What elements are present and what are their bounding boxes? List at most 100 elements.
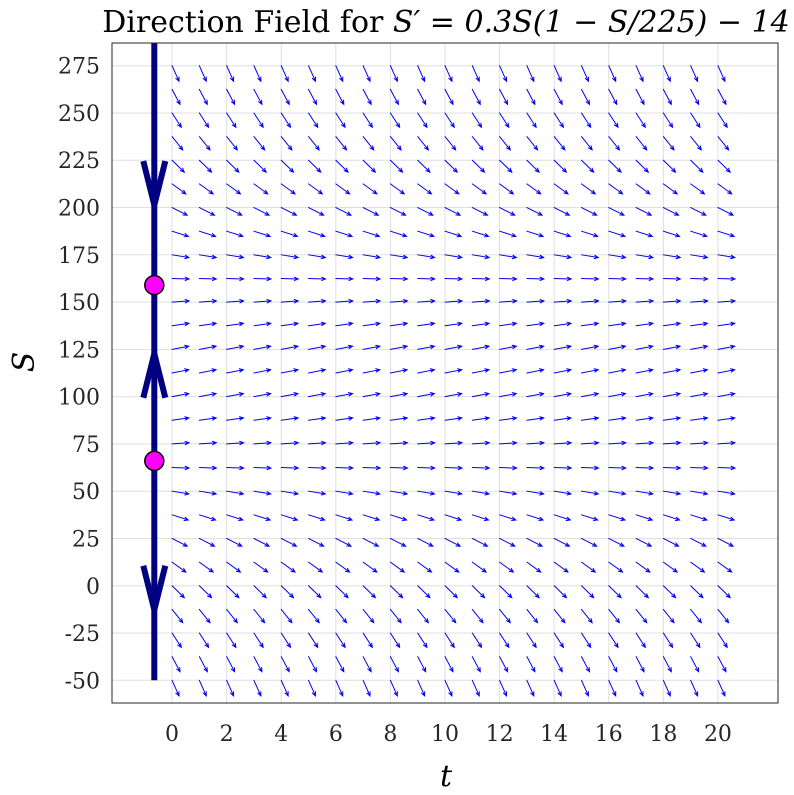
field-arrow bbox=[171, 416, 191, 421]
field-arrow bbox=[335, 254, 354, 260]
field-arrow bbox=[444, 465, 464, 471]
field-arrow bbox=[362, 490, 382, 496]
field-arrow bbox=[471, 585, 486, 599]
field-arrow bbox=[444, 416, 464, 421]
field-arrow bbox=[335, 608, 348, 624]
field-arrow bbox=[171, 136, 184, 151]
field-arrow bbox=[444, 392, 463, 398]
field-arrow bbox=[171, 207, 189, 216]
field-arrow bbox=[308, 276, 327, 282]
field-arrow bbox=[253, 490, 272, 496]
field-arrow bbox=[171, 183, 187, 195]
field-arrow bbox=[608, 298, 627, 304]
field-arrow bbox=[499, 112, 510, 129]
field-arrow bbox=[635, 537, 653, 547]
field-arrow bbox=[471, 230, 490, 238]
field-arrow bbox=[417, 276, 436, 282]
field-arrow bbox=[362, 183, 378, 195]
field-arrow bbox=[171, 632, 182, 649]
field-arrow bbox=[635, 561, 651, 573]
field-arrow bbox=[389, 585, 404, 599]
field-arrow bbox=[471, 392, 491, 398]
field-arrow bbox=[226, 183, 242, 195]
field-arrow bbox=[717, 656, 727, 673]
field-arrow bbox=[171, 159, 186, 173]
field-arrow bbox=[308, 679, 316, 697]
field-arrow bbox=[553, 183, 569, 195]
field-arrow bbox=[280, 416, 300, 421]
field-arrow bbox=[444, 207, 462, 216]
field-arrow bbox=[580, 632, 592, 649]
field-arrow bbox=[171, 585, 186, 599]
field-arrow bbox=[553, 561, 569, 573]
field-arrow bbox=[444, 112, 455, 129]
field-arrow bbox=[662, 490, 682, 496]
field-arrow bbox=[171, 608, 184, 624]
field-arrow bbox=[226, 254, 245, 260]
field-arrow bbox=[662, 183, 679, 195]
field-arrow bbox=[444, 136, 457, 151]
field-arrow bbox=[444, 537, 462, 547]
field-arrow bbox=[308, 112, 319, 129]
field-arrow bbox=[553, 344, 573, 350]
field-arrow bbox=[198, 537, 216, 547]
field-arrow bbox=[553, 465, 573, 471]
field-arrow bbox=[471, 344, 491, 350]
field-arrow bbox=[526, 276, 546, 282]
field-arrow bbox=[253, 136, 266, 151]
field-arrow bbox=[553, 112, 565, 129]
field-arrow bbox=[499, 416, 518, 421]
field-arrow bbox=[471, 159, 486, 173]
field-arrow bbox=[553, 321, 573, 327]
field-arrow bbox=[471, 136, 484, 151]
field-arrow bbox=[389, 65, 398, 83]
field-arrow bbox=[335, 490, 354, 496]
field-arrow bbox=[253, 632, 264, 649]
field-arrow bbox=[335, 679, 344, 697]
field-arrow bbox=[198, 112, 210, 129]
field-arrow bbox=[253, 183, 269, 195]
field-arrow bbox=[198, 159, 213, 173]
field-arrow bbox=[226, 416, 245, 421]
field-arrow bbox=[471, 416, 491, 421]
field-arrow bbox=[335, 440, 355, 446]
field-arrow bbox=[171, 392, 190, 398]
field-arrow bbox=[417, 537, 434, 547]
field-arrow bbox=[335, 585, 349, 599]
field-arrow bbox=[362, 88, 372, 106]
y-tick-label: 25 bbox=[72, 527, 100, 552]
field-arrow bbox=[444, 561, 460, 573]
field-arrow bbox=[362, 276, 382, 282]
field-arrow bbox=[553, 632, 565, 649]
field-arrow bbox=[417, 298, 436, 304]
field-arrow bbox=[198, 514, 217, 521]
field-arrow bbox=[417, 207, 434, 216]
field-arrow bbox=[198, 392, 218, 398]
field-arrow bbox=[608, 440, 627, 446]
field-arrow bbox=[335, 298, 355, 304]
field-arrow bbox=[717, 465, 737, 471]
field-arrow bbox=[717, 416, 736, 421]
field-arrow bbox=[553, 368, 573, 374]
field-arrow bbox=[253, 298, 273, 304]
field-arrow bbox=[526, 490, 545, 496]
field-arrow bbox=[308, 254, 327, 260]
field-arrow bbox=[690, 679, 699, 697]
field-arrow bbox=[444, 230, 463, 238]
field-arrow bbox=[580, 136, 593, 151]
field-arrow bbox=[580, 321, 600, 327]
field-arrow bbox=[690, 392, 709, 398]
field-arrow bbox=[580, 276, 600, 282]
field-arrow bbox=[526, 392, 545, 398]
field-arrow bbox=[690, 656, 700, 673]
field-arrow bbox=[417, 254, 436, 260]
field-arrow bbox=[690, 276, 709, 282]
field-arrow bbox=[389, 344, 409, 350]
field-arrow bbox=[417, 679, 426, 697]
field-arrow bbox=[226, 207, 243, 216]
field-arrow bbox=[198, 254, 218, 260]
field-arrow bbox=[253, 368, 272, 374]
field-arrow bbox=[253, 276, 273, 282]
field-arrow bbox=[417, 159, 431, 173]
field-arrow bbox=[499, 230, 517, 238]
